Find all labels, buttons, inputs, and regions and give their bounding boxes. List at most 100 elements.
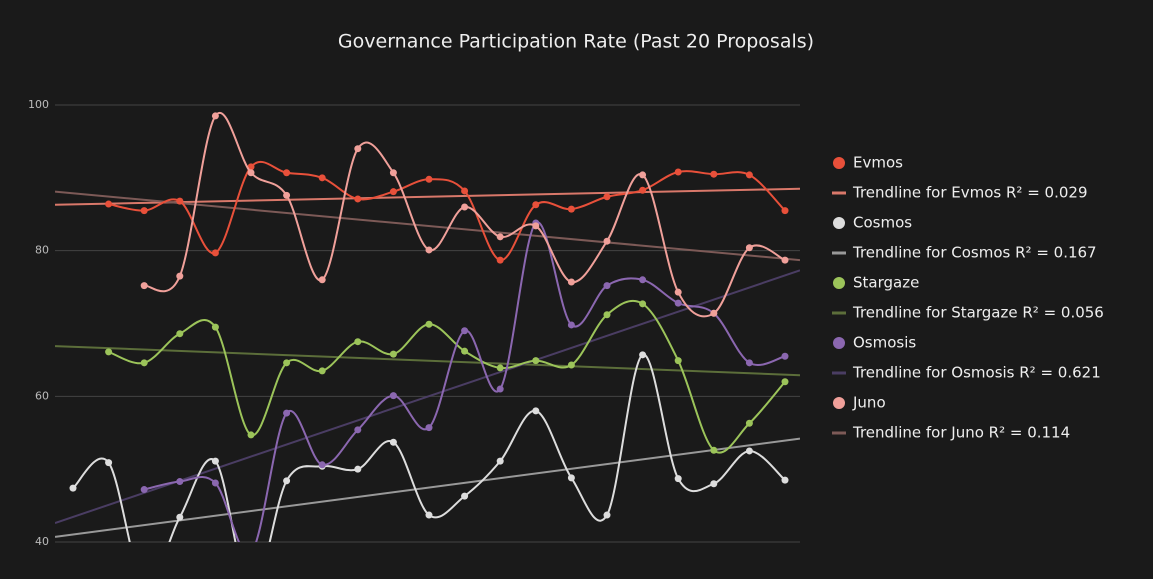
- data-point: [745, 419, 753, 427]
- data-point: [389, 392, 397, 400]
- data-point: [639, 186, 647, 194]
- data-point: [567, 278, 575, 286]
- data-point: [247, 431, 255, 439]
- data-point: [318, 276, 326, 284]
- data-point: [176, 478, 184, 486]
- data-point: [674, 299, 682, 307]
- data-point: [105, 200, 113, 208]
- legend-label: Trendline for Cosmos R² = 0.167: [852, 244, 1097, 262]
- data-point: [710, 309, 718, 317]
- data-point: [496, 457, 504, 465]
- data-point: [176, 197, 184, 205]
- data-point: [461, 187, 469, 195]
- data-point: [461, 347, 469, 355]
- data-point: [140, 359, 148, 367]
- legend-swatch: [833, 397, 845, 409]
- data-point: [140, 282, 148, 290]
- data-point: [567, 205, 575, 213]
- data-point: [781, 352, 789, 360]
- data-point: [710, 446, 718, 454]
- series-line: [143, 112, 786, 318]
- data-point: [710, 480, 718, 488]
- data-point: [745, 171, 753, 179]
- legend-label: Trendline for Osmosis R² = 0.621: [852, 364, 1101, 382]
- data-point: [461, 492, 469, 500]
- data-point: [532, 407, 540, 415]
- data-point: [283, 477, 291, 485]
- legend-swatch: [833, 217, 845, 229]
- data-point: [496, 364, 504, 372]
- y-tick-label: 100: [28, 98, 49, 111]
- data-point: [674, 288, 682, 296]
- data-point: [425, 175, 433, 183]
- data-point: [389, 188, 397, 196]
- data-point: [283, 359, 291, 367]
- data-point: [532, 222, 540, 230]
- data-point: [211, 479, 219, 487]
- data-point: [781, 476, 789, 484]
- data-point: [745, 244, 753, 252]
- data-point: [674, 168, 682, 176]
- data-point: [105, 348, 113, 356]
- data-point: [425, 320, 433, 328]
- data-point: [603, 282, 611, 290]
- legend-label: Osmosis: [853, 334, 916, 352]
- legend-label: Trendline for Evmos R² = 0.029: [852, 184, 1088, 202]
- data-point: [639, 351, 647, 359]
- data-point: [176, 330, 184, 338]
- legend-label: Cosmos: [853, 214, 912, 232]
- chart-title: Governance Participation Rate (Past 20 P…: [338, 31, 814, 53]
- legend-swatch: [833, 157, 845, 169]
- data-point: [639, 276, 647, 284]
- data-point: [745, 359, 753, 367]
- data-point: [781, 256, 789, 264]
- legend: Evmos Trendline for Evmos R² = 0.029 Cosmo…: [832, 154, 1104, 442]
- data-point: [532, 201, 540, 209]
- legend-label: Juno: [852, 394, 886, 412]
- data-point: [425, 424, 433, 432]
- data-point: [211, 249, 219, 257]
- data-point: [567, 474, 575, 482]
- data-point: [176, 513, 184, 521]
- data-point: [354, 195, 362, 203]
- data-point: [639, 171, 647, 179]
- data-point: [176, 272, 184, 280]
- data-point: [140, 207, 148, 215]
- legend-label: Trendline for Juno R² = 0.114: [852, 424, 1070, 442]
- y-tick-label: 60: [35, 389, 49, 402]
- data-point: [283, 191, 291, 199]
- data-point: [247, 169, 255, 177]
- legend-swatch: [833, 277, 845, 289]
- data-point: [283, 409, 291, 417]
- data-point: [318, 367, 326, 375]
- data-point: [425, 511, 433, 519]
- data-point: [674, 357, 682, 365]
- data-point: [603, 311, 611, 319]
- data-point: [781, 207, 789, 215]
- data-point: [211, 112, 219, 120]
- data-point: [425, 246, 433, 254]
- y-tick-label: 80: [35, 244, 49, 257]
- data-point: [674, 475, 682, 483]
- legend-swatch: [833, 337, 845, 349]
- data-point: [105, 459, 113, 467]
- data-point: [567, 321, 575, 329]
- data-point: [354, 426, 362, 434]
- legend-label: Trendline for Stargaze R² = 0.056: [852, 304, 1104, 322]
- data-point: [603, 193, 611, 201]
- data-point: [603, 511, 611, 519]
- series-line: [72, 353, 786, 542]
- data-point: [461, 203, 469, 211]
- data-point: [496, 256, 504, 264]
- data-point: [745, 447, 753, 455]
- data-point: [389, 169, 397, 177]
- legend-label: Stargaze: [853, 274, 919, 292]
- data-point: [211, 323, 219, 331]
- data-point: [318, 461, 326, 469]
- data-point: [354, 465, 362, 473]
- plot-area: [55, 112, 800, 542]
- data-point: [389, 350, 397, 358]
- data-point: [603, 237, 611, 245]
